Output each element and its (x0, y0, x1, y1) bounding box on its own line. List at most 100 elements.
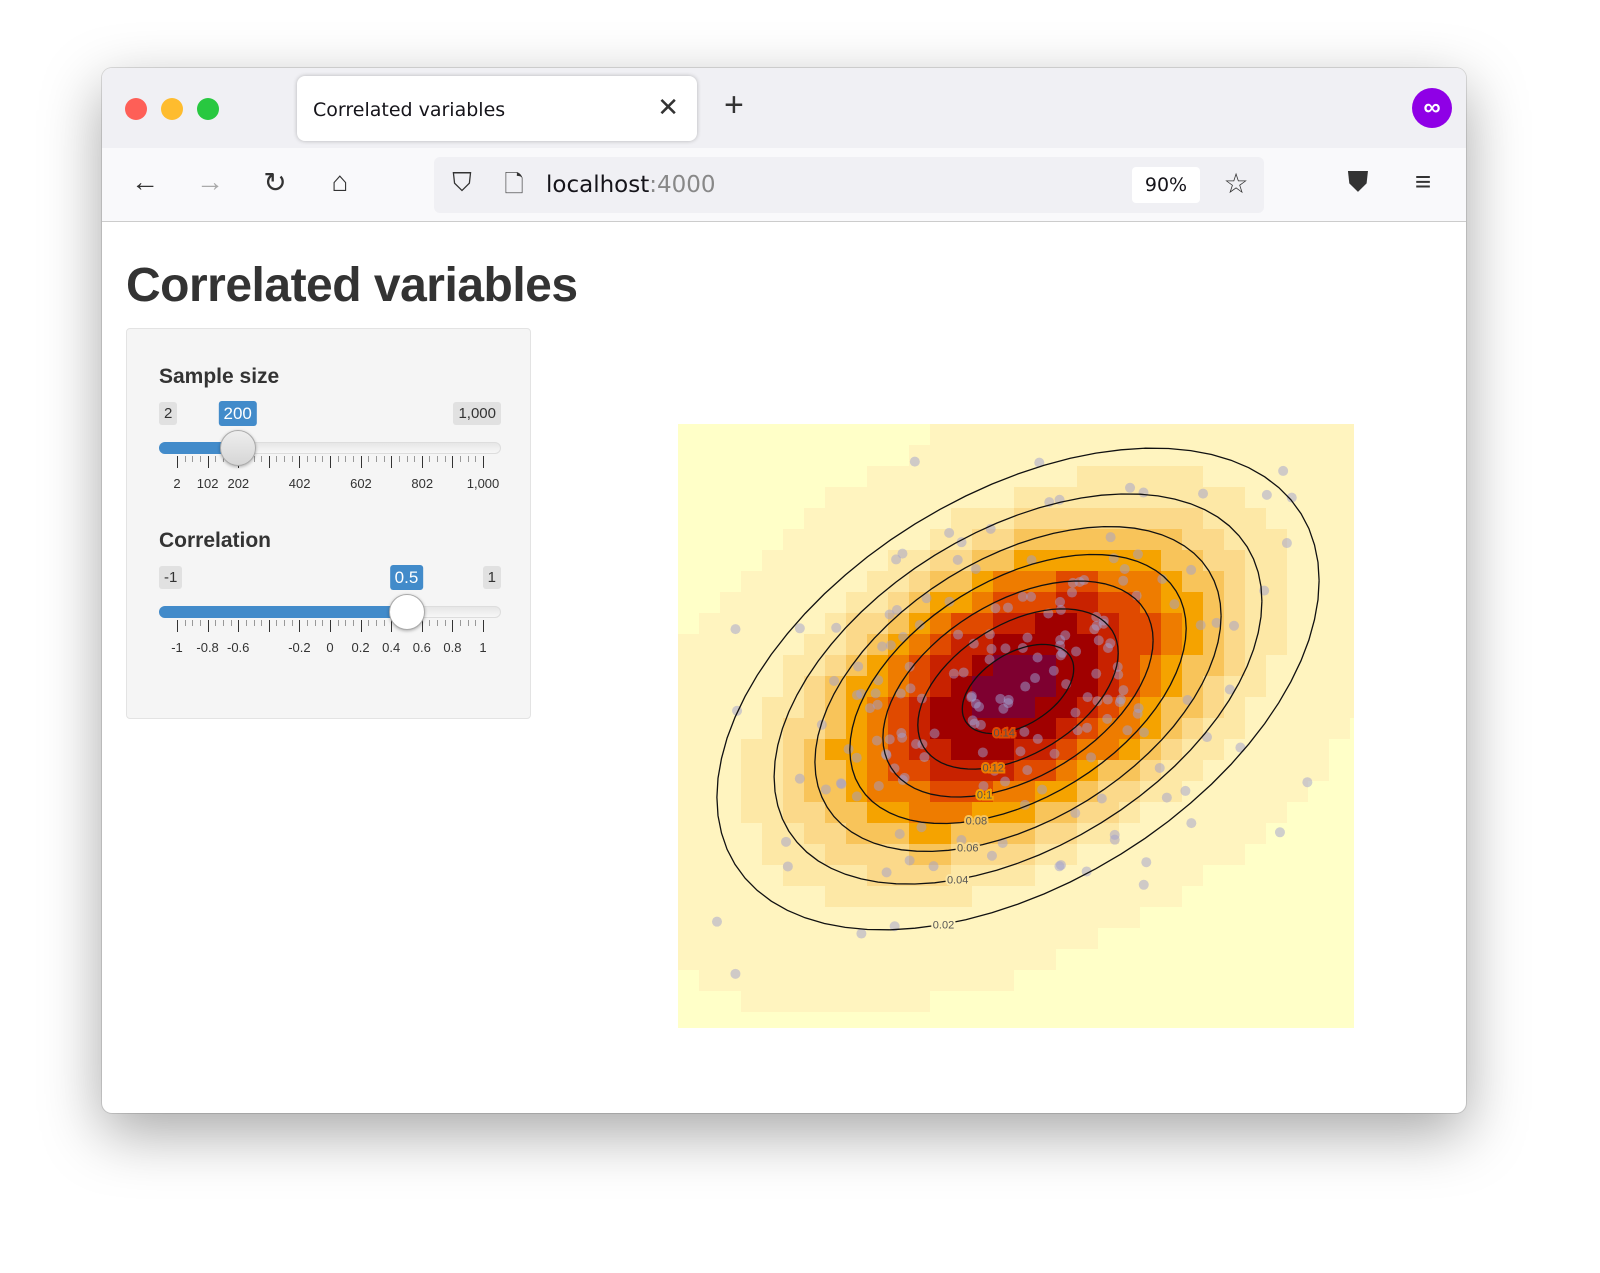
extension-mask-icon[interactable]: ∞ (1412, 88, 1452, 128)
heatmap-cell (1014, 781, 1035, 802)
heatmap-cell (1308, 466, 1329, 487)
heatmap-cell (699, 970, 720, 991)
pocket-icon[interactable]: ⛊ (1347, 166, 1369, 197)
heatmap-cell (1014, 571, 1035, 592)
scatter-point (885, 640, 896, 651)
scatter-point (1003, 698, 1014, 709)
heatmap-cell (993, 550, 1014, 571)
close-window-button[interactable] (125, 98, 147, 120)
heatmap-cell (972, 823, 993, 844)
scatter-point (1030, 673, 1041, 684)
page-content: Correlated variables Sample size 2 1,000 2… (102, 222, 1466, 1113)
heatmap-cell (993, 886, 1014, 907)
scatter-point (1037, 784, 1048, 795)
scatter-point (897, 548, 908, 559)
forward-arrow-icon[interactable]: → (196, 166, 224, 197)
heatmap-cell (930, 550, 951, 571)
scatter-point (1132, 549, 1143, 560)
scatter-point (1086, 752, 1097, 763)
slider-tick-label: -0.8 (196, 640, 219, 655)
heatmap-cell (1119, 865, 1140, 886)
url-text[interactable]: localhost:4000 (546, 172, 716, 198)
shield-icon[interactable]: ⛉ (452, 167, 472, 197)
heatmap-cell (930, 844, 951, 865)
tab-active[interactable]: Correlated variables ✕ (297, 76, 697, 141)
home-icon[interactable]: ⌂ (331, 166, 349, 197)
heatmap-cell (972, 508, 993, 529)
heatmap-cell (1224, 592, 1245, 613)
close-icon[interactable]: ✕ (657, 92, 679, 122)
heatmap-cell (783, 634, 804, 655)
back-arrow-icon[interactable]: ← (131, 166, 159, 197)
heatmap-cell (1098, 697, 1119, 718)
heatmap-cell (1077, 802, 1098, 823)
slider-tick (444, 456, 446, 462)
heatmap-cell (867, 886, 888, 907)
heatmap-cell (762, 844, 783, 865)
heatmap-cell (993, 781, 1014, 802)
heatmap-cell (993, 445, 1014, 466)
plus-icon[interactable]: + (724, 86, 744, 124)
zoom-level-button[interactable]: 90% (1132, 167, 1200, 203)
heatmap-cell (1350, 634, 1354, 655)
scatter-point (1109, 834, 1120, 845)
heatmap-cell (1119, 613, 1140, 634)
scatter-point (1186, 818, 1197, 829)
scatter-point (919, 752, 930, 763)
heatmap-cell (1119, 739, 1140, 760)
correlation-slider[interactable]: -1 1 -1 -0.8 -0.6 -0.2 0 0.2 0.4 0.6 0.8 1 0.5 (159, 565, 501, 666)
heatmap-cell (699, 760, 720, 781)
heatmap-cell (762, 676, 783, 697)
reload-icon[interactable]: ↻ (263, 167, 287, 198)
heatmap-cell (993, 949, 1014, 970)
heatmap-cell (825, 970, 846, 991)
slider-handle[interactable] (388, 594, 425, 630)
url-bar[interactable]: ⛉ 🗋 localhost:4000 90% ☆ (434, 157, 1264, 213)
heatmap-cell (1140, 634, 1161, 655)
slider-tick (268, 620, 270, 632)
heatmap-cell (909, 991, 930, 1012)
sample-size-slider[interactable]: 2 1,000 2 102 202 402 602 802 1,000 200 (159, 401, 501, 502)
heatmap-cell (993, 823, 1014, 844)
heatmap-cell (678, 907, 699, 928)
heatmap-cell (846, 802, 867, 823)
heatmap-cell (951, 928, 972, 949)
heatmap-cell (888, 529, 909, 550)
heatmap-cell (762, 634, 783, 655)
slider-tick (375, 456, 377, 462)
heatmap-cell (993, 970, 1014, 991)
heatmap-cell (1119, 445, 1140, 466)
contour-label: 0.14 (994, 728, 1015, 740)
maximize-window-button[interactable] (197, 98, 219, 120)
minimize-window-button[interactable] (161, 98, 183, 120)
scatter-point (978, 781, 989, 792)
scatter-point (1054, 861, 1065, 872)
scatter-point (1118, 685, 1129, 696)
heatmap-cell (993, 424, 1014, 445)
scatter-point (1000, 776, 1011, 787)
heatmap-cell (972, 466, 993, 487)
heatmap-cell (1077, 928, 1098, 949)
heatmap-cell (1182, 676, 1203, 697)
heatmap-cell (867, 760, 888, 781)
heatmap-cell (846, 844, 867, 865)
slider-max-label: 1,000 (453, 402, 501, 425)
heatmap-cell (1056, 508, 1077, 529)
slider-handle[interactable] (219, 430, 256, 466)
star-icon[interactable]: ☆ (1223, 168, 1249, 199)
heatmap-cell (1224, 487, 1245, 508)
slider-tick (452, 456, 454, 468)
heatmap-cell (1182, 508, 1203, 529)
heatmap-cell (867, 907, 888, 928)
heatmap-cell (1098, 865, 1119, 886)
heatmap-cell (1140, 571, 1161, 592)
heatmap-cell (741, 634, 762, 655)
heatmap-cell (930, 571, 951, 592)
slider-fill (159, 442, 238, 454)
heatmap-cell (699, 865, 720, 886)
hamburger-menu-icon[interactable]: ≡ (1414, 166, 1432, 197)
heatmap-cell (1308, 424, 1329, 445)
slider-tick-label: -0.6 (226, 640, 250, 655)
scatter-point (1169, 599, 1180, 610)
heatmap-cell (1329, 466, 1350, 487)
